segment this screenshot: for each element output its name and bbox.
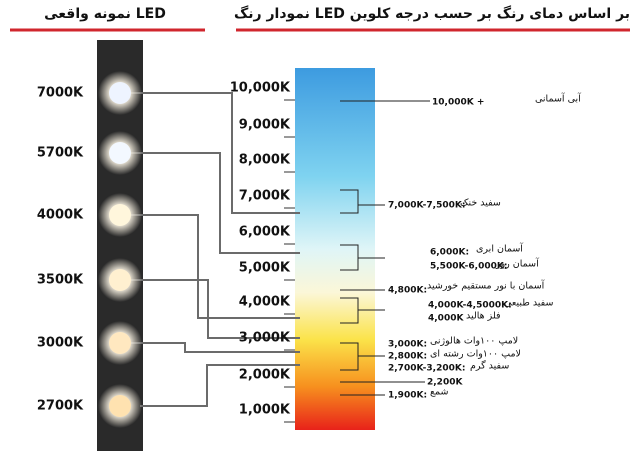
annotation-code: 1,900K: — [388, 391, 427, 401]
led-label: 3000K — [37, 336, 84, 351]
right-title: نمودار رنگ LED بر اساس دمای رنگ بر حسب د… — [234, 5, 630, 22]
annotation-code: 3,000K: — [388, 340, 427, 350]
annotation-code: 2,200K — [427, 378, 463, 388]
connector — [130, 92, 300, 214]
scale-label: 8,000K — [239, 153, 291, 168]
led — [109, 142, 131, 164]
bracket — [340, 342, 385, 371]
led-label: 2700K — [37, 399, 84, 414]
annotation-code: 4,000K — [428, 314, 464, 324]
scale-label: 9,000K — [239, 118, 291, 133]
connector — [140, 364, 300, 407]
annotation-desc: شمع — [430, 387, 449, 398]
annotation-desc: لامپ ۱۰۰وات هالوژنی — [430, 336, 518, 347]
annotation-code: 2,800K: — [388, 352, 427, 362]
bracket — [340, 189, 385, 214]
connector — [130, 342, 300, 353]
temperature-bar — [295, 68, 375, 430]
scale-label: 5,000K — [239, 261, 291, 276]
annotation-code: 10,000K + — [432, 98, 484, 108]
annotation-code: 4,000K-4,5000K: — [428, 301, 512, 311]
annotation-desc: سفید خنک — [460, 198, 501, 209]
led — [109, 82, 131, 104]
annotation-desc: فلز هالید — [466, 311, 501, 322]
connector — [130, 279, 300, 339]
led-label: 5700K — [37, 146, 84, 161]
left-title: نمونه واقعی LED — [44, 6, 166, 22]
bracket — [340, 297, 385, 324]
scale-label: 3,000K — [239, 331, 291, 346]
scale-label: 6,000K — [239, 225, 291, 240]
annotation-desc: لامپ ۱۰۰وات رشته ای — [430, 349, 521, 360]
connector — [130, 152, 300, 254]
annotation-code: 6,000K: — [430, 248, 469, 258]
scale-label: 7,000K — [239, 189, 291, 204]
led — [109, 332, 131, 354]
led-label: 7000K — [37, 86, 84, 101]
led-label: 3500K — [37, 273, 84, 288]
annotation-desc: سفید گرم — [470, 360, 509, 372]
annotation-desc: آسمان ابری — [476, 242, 523, 255]
annotation-code: 2,700K-3,200K: — [388, 364, 465, 374]
annotation-desc: آبی آسمانی — [535, 92, 581, 105]
annotation-desc: آسمان روز — [495, 257, 539, 270]
connector — [130, 214, 300, 319]
led — [109, 395, 131, 417]
scale-label: 1,000K — [239, 403, 291, 418]
annotation-desc: آسمان با نور مستقیم خورشید — [427, 279, 545, 292]
bracket — [340, 244, 385, 271]
annotation-code: 5,500K-6,000K: — [430, 262, 507, 272]
led — [109, 269, 131, 291]
scale-label: 4,000K — [239, 295, 291, 310]
annotation-code: 4,800K: — [388, 286, 427, 296]
led-label: 4000K — [37, 208, 84, 223]
scale-label: 10,000K — [230, 81, 291, 96]
led — [109, 204, 131, 226]
scale-label: 2,000K — [239, 368, 291, 383]
annotation-desc: سفید طبیعی — [504, 298, 553, 309]
annotation-code: 7,000K-7,500K: — [388, 201, 465, 211]
